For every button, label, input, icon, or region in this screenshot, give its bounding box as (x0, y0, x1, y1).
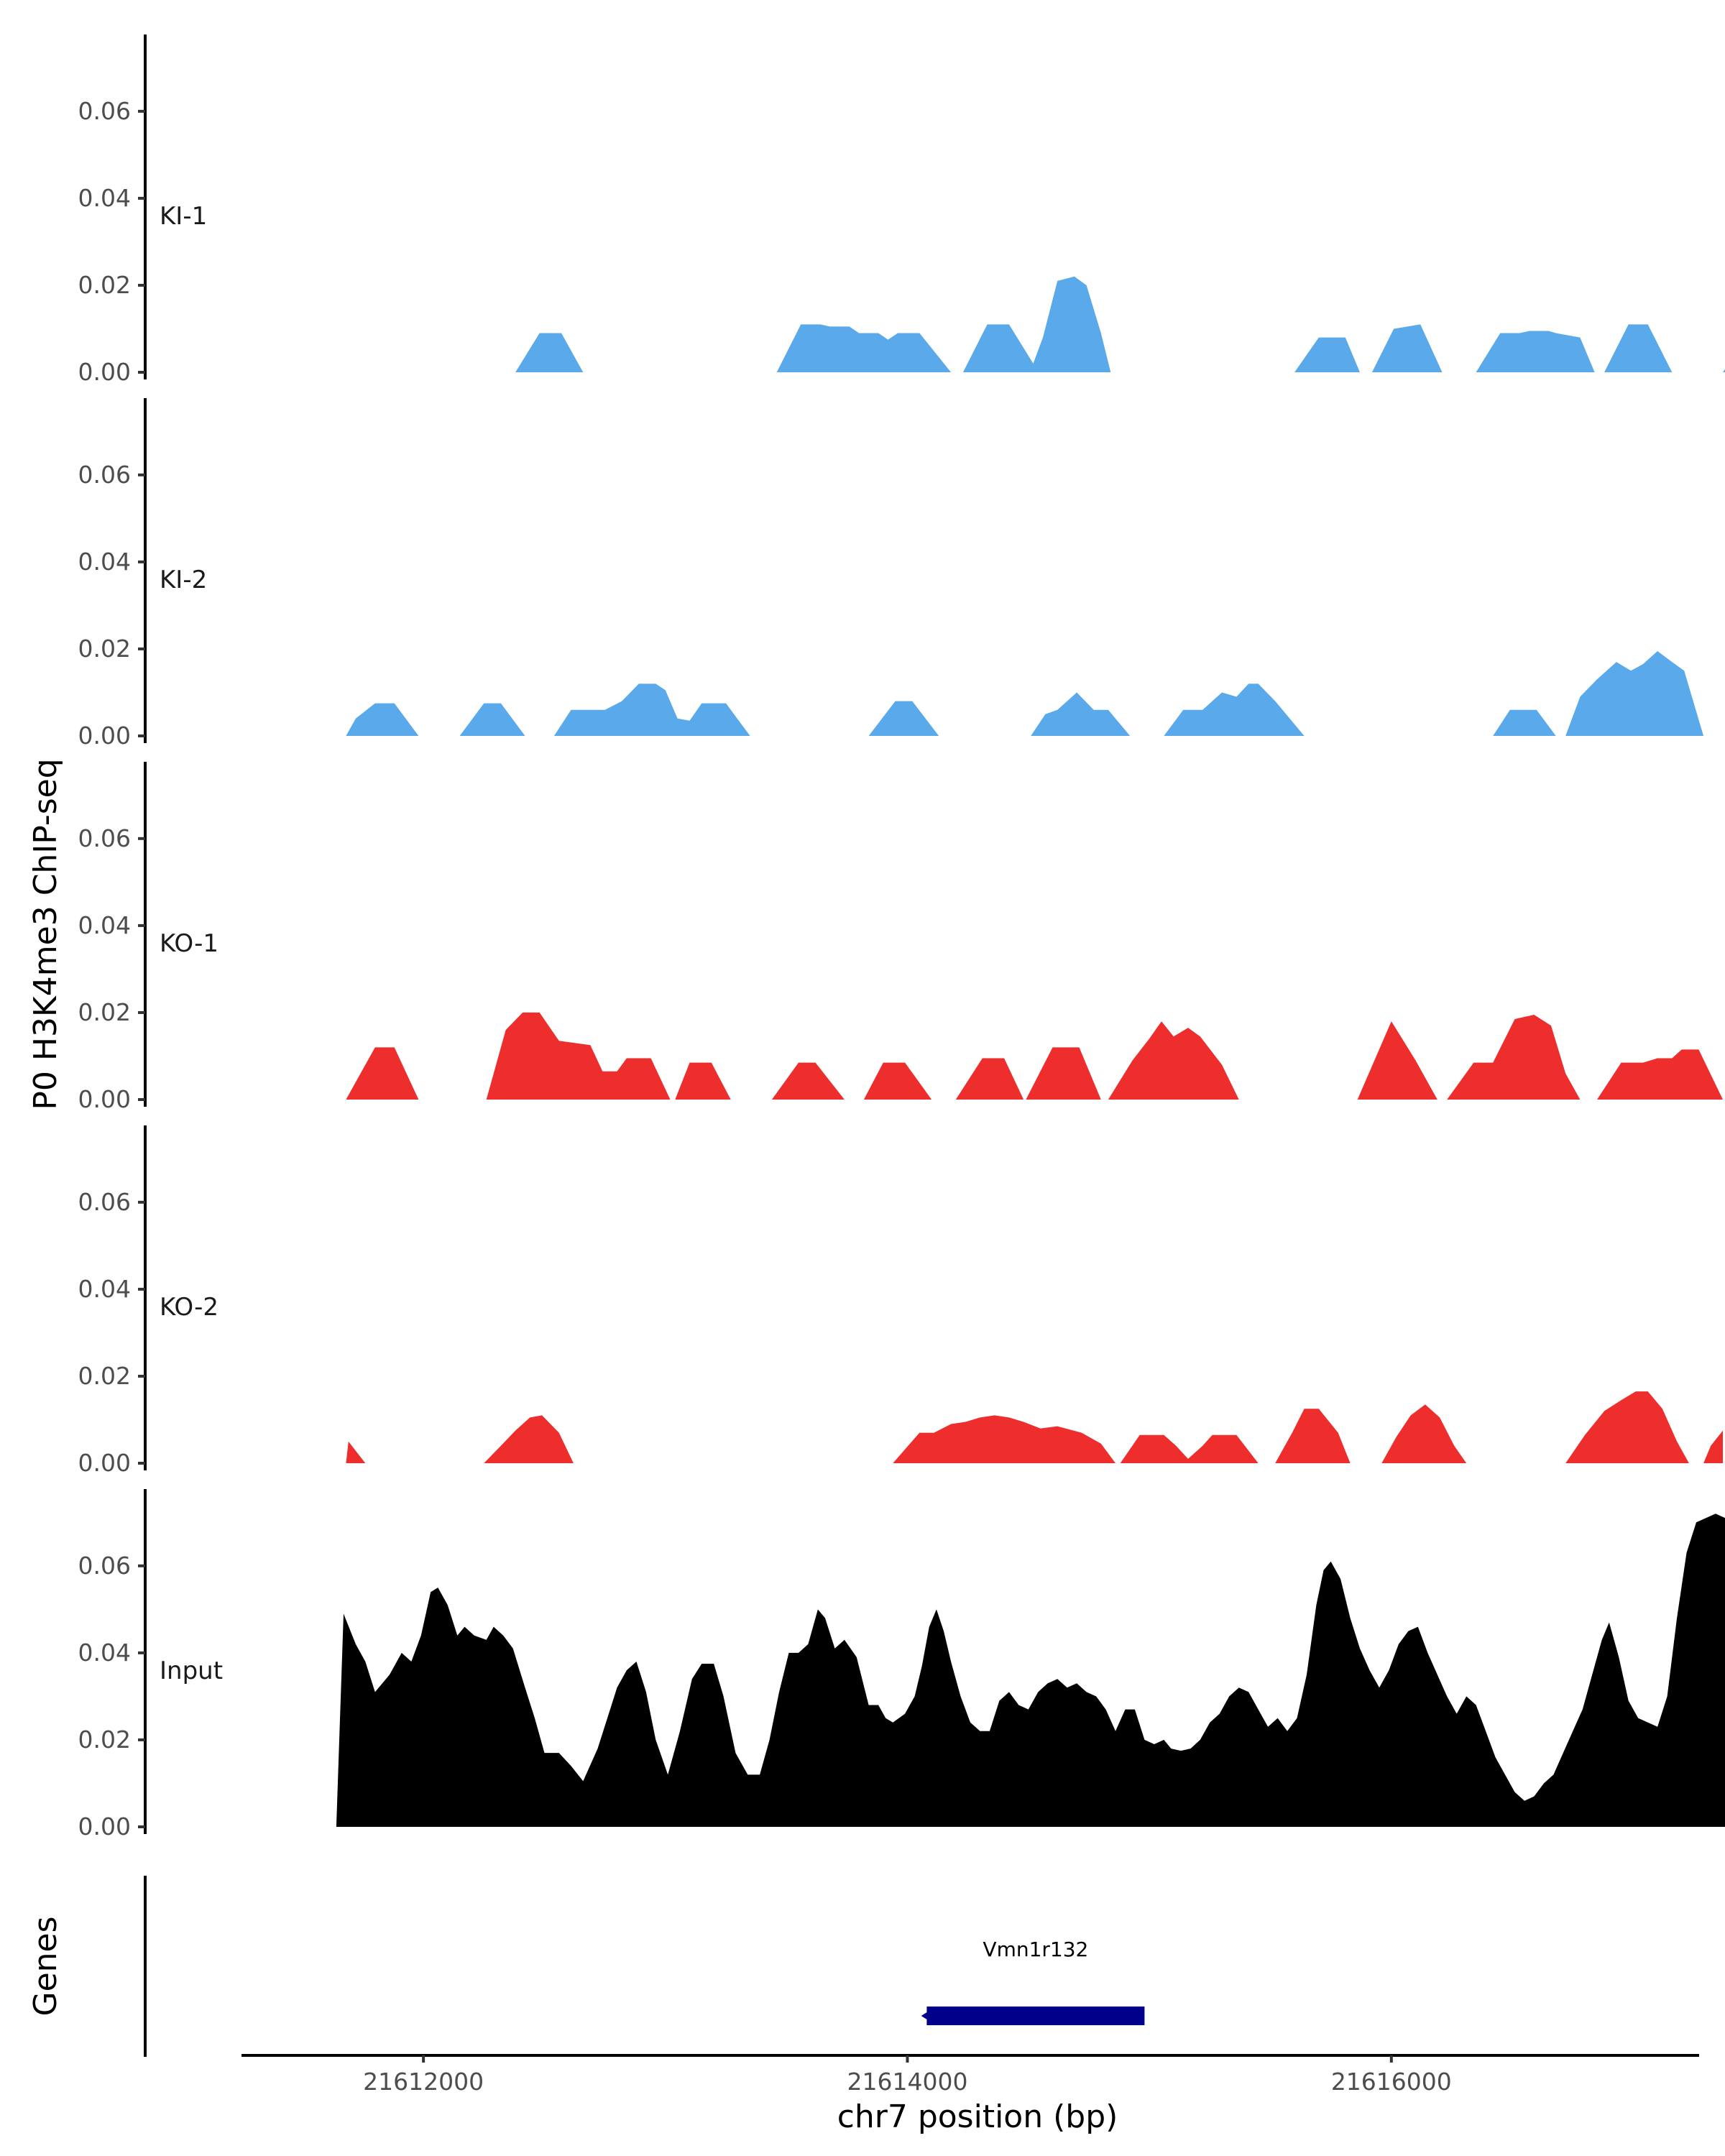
y-tick-label: 0.02 (78, 635, 131, 663)
genes-track-title: Genes (27, 1916, 64, 2016)
track-label: KO-2 (160, 1293, 218, 1322)
y-tick-label: 0.04 (78, 1275, 131, 1303)
y-tick-label: 0.04 (78, 1639, 131, 1667)
track-area-ko-2 (346, 1391, 1723, 1463)
y-tick-label: 0.00 (78, 722, 131, 750)
track-area-ko-1 (346, 1012, 1723, 1100)
track-label: Input (160, 1657, 223, 1685)
y-tick-label: 0.02 (78, 998, 131, 1026)
y-axis-title: P0 H3K4me3 ChIP-seq (27, 758, 64, 1110)
y-tick-label: 0.04 (78, 911, 131, 939)
y-tick-label: 0.06 (78, 1188, 131, 1216)
y-tick-label: 0.04 (78, 548, 131, 576)
y-tick-label: 0.00 (78, 1812, 131, 1841)
y-tick-label: 0.06 (78, 1552, 131, 1580)
track-label: KI-1 (160, 202, 207, 231)
gene-label: Vmn1r132 (983, 1938, 1088, 1961)
y-tick-label: 0.02 (78, 1726, 131, 1754)
y-tick-label: 0.00 (78, 358, 131, 386)
track-label: KI-2 (160, 566, 207, 594)
y-tick-label: 0.06 (78, 97, 131, 125)
track-label: KO-1 (160, 929, 218, 958)
y-tick-label: 0.02 (78, 271, 131, 299)
y-tick-label: 0.06 (78, 824, 131, 852)
gene-strand-arrow (921, 2007, 937, 2024)
y-tick-label: 0.00 (78, 1085, 131, 1113)
y-tick-label: 0.06 (78, 461, 131, 489)
x-axis-title: chr7 position (bp) (837, 2099, 1118, 2135)
track-area-input (336, 1514, 1725, 1827)
y-tick-label: 0.04 (78, 184, 131, 212)
y-tick-label: 0.02 (78, 1362, 131, 1390)
gene-body (926, 2007, 1145, 2025)
x-tick-label: 21612000 (363, 2068, 484, 2096)
track-area-ki-2 (346, 651, 1704, 736)
y-tick-label: 0.00 (78, 1449, 131, 1477)
x-tick-label: 21616000 (1331, 2068, 1452, 2096)
x-tick-label: 21614000 (847, 2068, 967, 2096)
track-area-ki-1 (515, 276, 1725, 372)
